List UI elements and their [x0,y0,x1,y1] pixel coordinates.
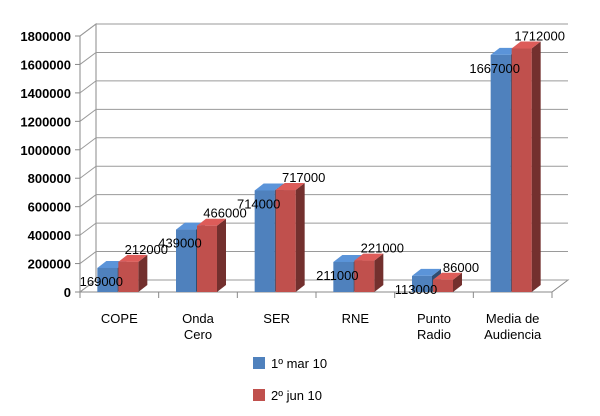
bar-side [138,254,148,292]
bar-front [511,48,532,292]
y-tick-label: 800000 [28,171,71,186]
data-label: 439000 [158,236,201,251]
y-tick-label: 1600000 [20,57,71,72]
bar-front [254,190,275,292]
data-label: 211000 [316,268,358,283]
gridline [79,251,568,264]
bar-top [354,253,384,261]
bar-side [531,41,541,292]
bar [197,218,226,292]
legend: 1º mar 10 2º jun 10 [253,356,327,403]
legend-label: 1º mar 10 [271,356,327,371]
bar-front [275,190,296,292]
legend-swatch [253,389,265,401]
x-axis-categories: COPE Onda Cero SER RNE Punto Radio Media de Audi… [101,311,542,342]
gridline [79,194,568,208]
y-tick-label: 600000 [28,200,71,215]
bar-side [453,272,462,292]
y-tick-label: 1000000 [20,143,71,158]
y-tick-label: 200000 [28,257,71,272]
bar [433,272,462,292]
bar-top [197,218,226,226]
bar-side [217,218,226,292]
bar-top [275,183,305,191]
bar-top [511,41,541,49]
gridline [79,137,568,151]
data-label: 466000 [203,206,246,221]
bar [354,253,384,292]
bar-front [97,267,118,292]
legend-item: 1º mar 10 [253,356,327,371]
bar-front [490,54,511,292]
data-label: 1712000 [514,29,565,44]
y-tick-label: 400000 [28,228,71,243]
data-label: 221000 [361,241,404,256]
legend-label: 2º jun 10 [271,388,322,403]
side-wall [79,23,97,293]
bar-front [354,260,375,292]
y-tick-label: 1400000 [20,86,71,101]
y-axis-ticks: 0 200000 400000 600000 800000 1000000 1200000 1… [20,29,80,300]
data-label: 1667000 [469,61,520,76]
bar-front [412,275,432,292]
data-label: 717000 [282,170,325,185]
gridline [79,23,568,37]
gridline [79,165,568,179]
data-label: 86000 [443,260,479,275]
bar-top [118,254,148,262]
x-category-label: SER [263,311,290,326]
bar-side [374,253,384,292]
gridline [79,108,568,122]
legend-item: 2º jun 10 [253,388,322,403]
bar-top [412,268,441,276]
y-tick-label: 0 [64,285,71,300]
bar-front [197,225,217,292]
x-category-label: Punto Radio [417,311,451,342]
y-tick-label: 1200000 [20,114,71,129]
x-category-label: COPE [101,311,138,326]
bar-front [176,229,196,292]
data-label: 113000 [395,282,437,297]
data-label: 714000 [237,196,280,211]
bars [97,41,541,292]
y-tick-label: 1800000 [20,29,71,44]
gridline [79,51,568,65]
bar-top [254,183,284,191]
bar-front [433,279,453,292]
bar [275,183,305,292]
bar-top [433,272,462,280]
gridline [79,222,568,236]
data-label: 212000 [125,242,168,257]
x-category-label: Media de Audiencia [484,311,542,342]
bar-side [295,183,305,292]
gridlines [79,23,568,293]
legend-swatch [253,357,265,369]
gridline [79,279,568,293]
bar [118,254,148,292]
bar-front [118,261,139,292]
x-category-label: RNE [342,311,370,326]
bar-front [333,261,354,292]
x-category-label: Onda Cero [182,311,215,342]
bar [511,41,541,292]
data-label: 169000 [80,274,123,289]
gridline [79,80,568,94]
